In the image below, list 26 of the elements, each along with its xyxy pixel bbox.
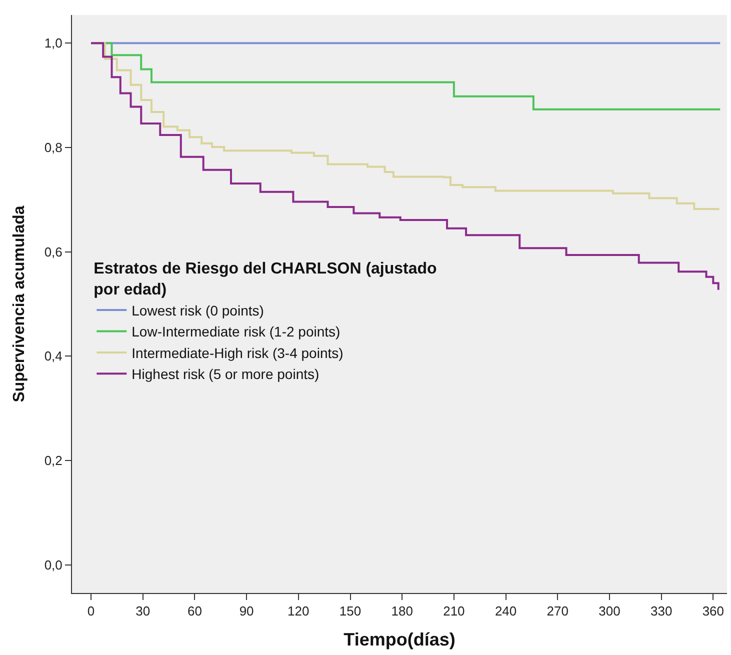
x-tick-label: 120 bbox=[288, 604, 310, 619]
y-tick-label: 0,4 bbox=[44, 348, 62, 364]
legend-label: Intermediate-High risk (3-4 points) bbox=[132, 344, 344, 361]
x-tick-label: 240 bbox=[494, 604, 517, 619]
y-tick-label: 1,0 bbox=[44, 36, 62, 51]
x-tick-label: 270 bbox=[546, 604, 568, 619]
legend-label: Low-Intermediate risk (1-2 points) bbox=[132, 324, 340, 340]
y-tick-label: 0,0 bbox=[44, 557, 62, 572]
x-tick-label: 360 bbox=[702, 604, 724, 619]
legend-label: Lowest risk (0 points) bbox=[132, 302, 264, 318]
x-tick-label: 330 bbox=[650, 604, 672, 619]
x-tick-label: 90 bbox=[239, 604, 254, 619]
x-tick-label: 0 bbox=[87, 604, 95, 619]
x-tick-label: 300 bbox=[598, 604, 620, 619]
x-tick-label: 30 bbox=[136, 604, 150, 619]
y-tick-label: 0,2 bbox=[44, 453, 62, 468]
legend-title: Estratos de Riesgo del CHARLSON (ajustado por edad) bbox=[94, 260, 438, 298]
legend-label: Highest risk (5 or more points) bbox=[132, 366, 320, 382]
x-axis-title: Tiempo(días) bbox=[344, 630, 456, 650]
x-tick-label: 60 bbox=[187, 604, 202, 619]
y-axis-title: Supervivencia acumulada bbox=[11, 206, 28, 402]
y-tick-label: 0,8 bbox=[44, 140, 62, 156]
y-tick-label: 0,6 bbox=[44, 244, 62, 260]
x-tick-label: 210 bbox=[443, 604, 465, 619]
x-tick-label: 150 bbox=[339, 604, 362, 619]
x-tick-label: 180 bbox=[391, 604, 413, 619]
